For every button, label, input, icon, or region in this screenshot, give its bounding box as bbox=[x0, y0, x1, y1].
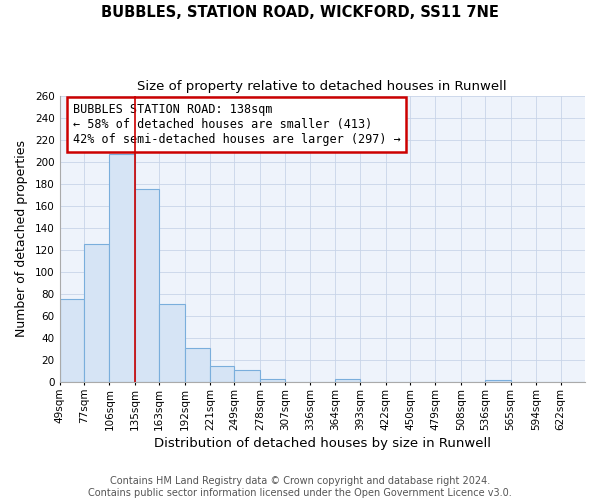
Bar bbox=[210, 366, 235, 382]
Bar bbox=[260, 379, 285, 382]
Bar bbox=[59, 298, 84, 382]
X-axis label: Distribution of detached houses by size in Runwell: Distribution of detached houses by size … bbox=[154, 437, 491, 450]
Bar bbox=[235, 370, 260, 382]
Bar bbox=[185, 348, 210, 382]
Bar bbox=[159, 304, 185, 382]
Text: Contains HM Land Registry data © Crown copyright and database right 2024.
Contai: Contains HM Land Registry data © Crown c… bbox=[88, 476, 512, 498]
Bar bbox=[135, 190, 159, 382]
Bar bbox=[109, 154, 135, 382]
Bar bbox=[335, 379, 361, 382]
Text: BUBBLES STATION ROAD: 138sqm
← 58% of detached houses are smaller (413)
42% of s: BUBBLES STATION ROAD: 138sqm ← 58% of de… bbox=[73, 102, 400, 146]
Title: Size of property relative to detached houses in Runwell: Size of property relative to detached ho… bbox=[137, 80, 507, 93]
Bar bbox=[84, 244, 109, 382]
Text: BUBBLES, STATION ROAD, WICKFORD, SS11 7NE: BUBBLES, STATION ROAD, WICKFORD, SS11 7N… bbox=[101, 5, 499, 20]
Y-axis label: Number of detached properties: Number of detached properties bbox=[15, 140, 28, 338]
Bar bbox=[485, 380, 511, 382]
